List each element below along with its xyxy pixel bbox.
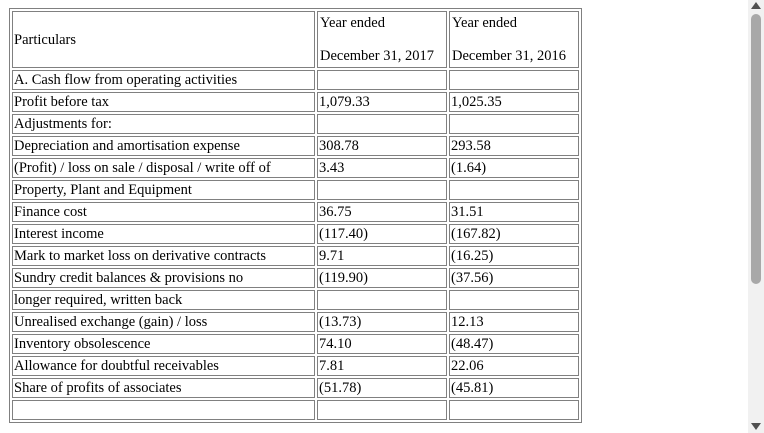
table-row: A. Cash flow from operating activities: [12, 70, 579, 90]
table-row: Sundry credit balances & provisions no (1…: [12, 268, 579, 288]
row-value-2016: 31.51: [449, 202, 579, 222]
row-value-2017: [317, 290, 447, 310]
header-2016-line1: Year ended: [452, 15, 517, 31]
table-row: Depreciation and amortisation expense 308…: [12, 136, 579, 156]
row-value-2017: (13.73): [317, 312, 447, 332]
header-particulars: Particulars: [12, 11, 315, 68]
table-row: Share of profits of associates (51.78) (45…: [12, 378, 579, 398]
table-row: Mark to market loss on derivative contra…: [12, 246, 579, 266]
table-row: Adjustments for:: [12, 114, 579, 134]
row-value-2016: [449, 400, 579, 420]
row-value-2017: (117.40): [317, 224, 447, 244]
row-value-2016: [449, 70, 579, 90]
row-value-2017: 308.78: [317, 136, 447, 156]
row-value-2017: [317, 114, 447, 134]
table-row: (Profit) / loss on sale / disposal / wri…: [12, 158, 579, 178]
document-viewport: Particulars Year ended December 31, 2017…: [9, 8, 582, 423]
row-label: A. Cash flow from operating activities: [12, 70, 315, 90]
scroll-up-arrow-icon[interactable]: [751, 2, 761, 9]
row-value-2016: (16.25): [449, 246, 579, 266]
row-label: (Profit) / loss on sale / disposal / wri…: [12, 158, 315, 178]
row-value-2017: (119.90): [317, 268, 447, 288]
row-value-2016: (167.82): [449, 224, 579, 244]
row-label: Allowance for doubtful receivables: [12, 356, 315, 376]
row-label: Property, Plant and Equipment: [12, 180, 315, 200]
row-label: Depreciation and amortisation expense: [12, 136, 315, 156]
row-value-2017: 36.75: [317, 202, 447, 222]
header-2017-line1: Year ended: [320, 15, 385, 31]
header-year-2017: Year ended December 31, 2017: [317, 11, 447, 68]
row-value-2016: (37.56): [449, 268, 579, 288]
row-label: Share of profits of associates: [12, 378, 315, 398]
table-row: Finance cost 36.75 31.51: [12, 202, 579, 222]
row-label: Finance cost: [12, 202, 315, 222]
row-value-2016: (1.64): [449, 158, 579, 178]
cash-flow-table: Particulars Year ended December 31, 2017…: [9, 8, 582, 423]
row-value-2016: 1,025.35: [449, 92, 579, 112]
row-value-2016: [449, 114, 579, 134]
table-row: Property, Plant and Equipment: [12, 180, 579, 200]
header-2017-line2: December 31, 2017: [320, 48, 434, 64]
header-row: Particulars Year ended December 31, 2017…: [12, 11, 579, 68]
table-row: longer required, written back: [12, 290, 579, 310]
row-label: Profit before tax: [12, 92, 315, 112]
row-label: Mark to market loss on derivative contra…: [12, 246, 315, 266]
row-value-2016: 12.13: [449, 312, 579, 332]
row-value-2016: [449, 180, 579, 200]
scroll-thumb[interactable]: [751, 14, 761, 284]
row-label: longer required, written back: [12, 290, 315, 310]
row-value-2017: 9.71: [317, 246, 447, 266]
table-row: Interest income (117.40) (167.82): [12, 224, 579, 244]
table-row: Unrealised exchange (gain) / loss (13.73)…: [12, 312, 579, 332]
row-value-2016: [449, 290, 579, 310]
row-label: Unrealised exchange (gain) / loss: [12, 312, 315, 332]
table-row: Allowance for doubtful receivables 7.81 22…: [12, 356, 579, 376]
scroll-down-arrow-icon[interactable]: [751, 423, 761, 430]
row-value-2017: [317, 180, 447, 200]
row-value-2017: 1,079.33: [317, 92, 447, 112]
table-row: Profit before tax 1,079.33 1,025.35: [12, 92, 579, 112]
row-value-2016: (48.47): [449, 334, 579, 354]
header-year-2016: Year ended December 31, 2016: [449, 11, 579, 68]
row-value-2016: 293.58: [449, 136, 579, 156]
row-label: Inventory obsolescence: [12, 334, 315, 354]
row-value-2017: 3.43: [317, 158, 447, 178]
row-label: Interest income: [12, 224, 315, 244]
row-label: [12, 400, 315, 420]
row-label: Adjustments for:: [12, 114, 315, 134]
row-value-2017: [317, 70, 447, 90]
row-value-2016: (45.81): [449, 378, 579, 398]
header-2016-line2: December 31, 2016: [452, 48, 566, 64]
row-value-2017: [317, 400, 447, 420]
table-row: [12, 400, 579, 420]
table-row: Inventory obsolescence 74.10 (48.47): [12, 334, 579, 354]
row-value-2016: 22.06: [449, 356, 579, 376]
row-label: Sundry credit balances & provisions no: [12, 268, 315, 288]
row-value-2017: 7.81: [317, 356, 447, 376]
vertical-scrollbar[interactable]: [748, 0, 764, 433]
row-value-2017: (51.78): [317, 378, 447, 398]
row-value-2017: 74.10: [317, 334, 447, 354]
